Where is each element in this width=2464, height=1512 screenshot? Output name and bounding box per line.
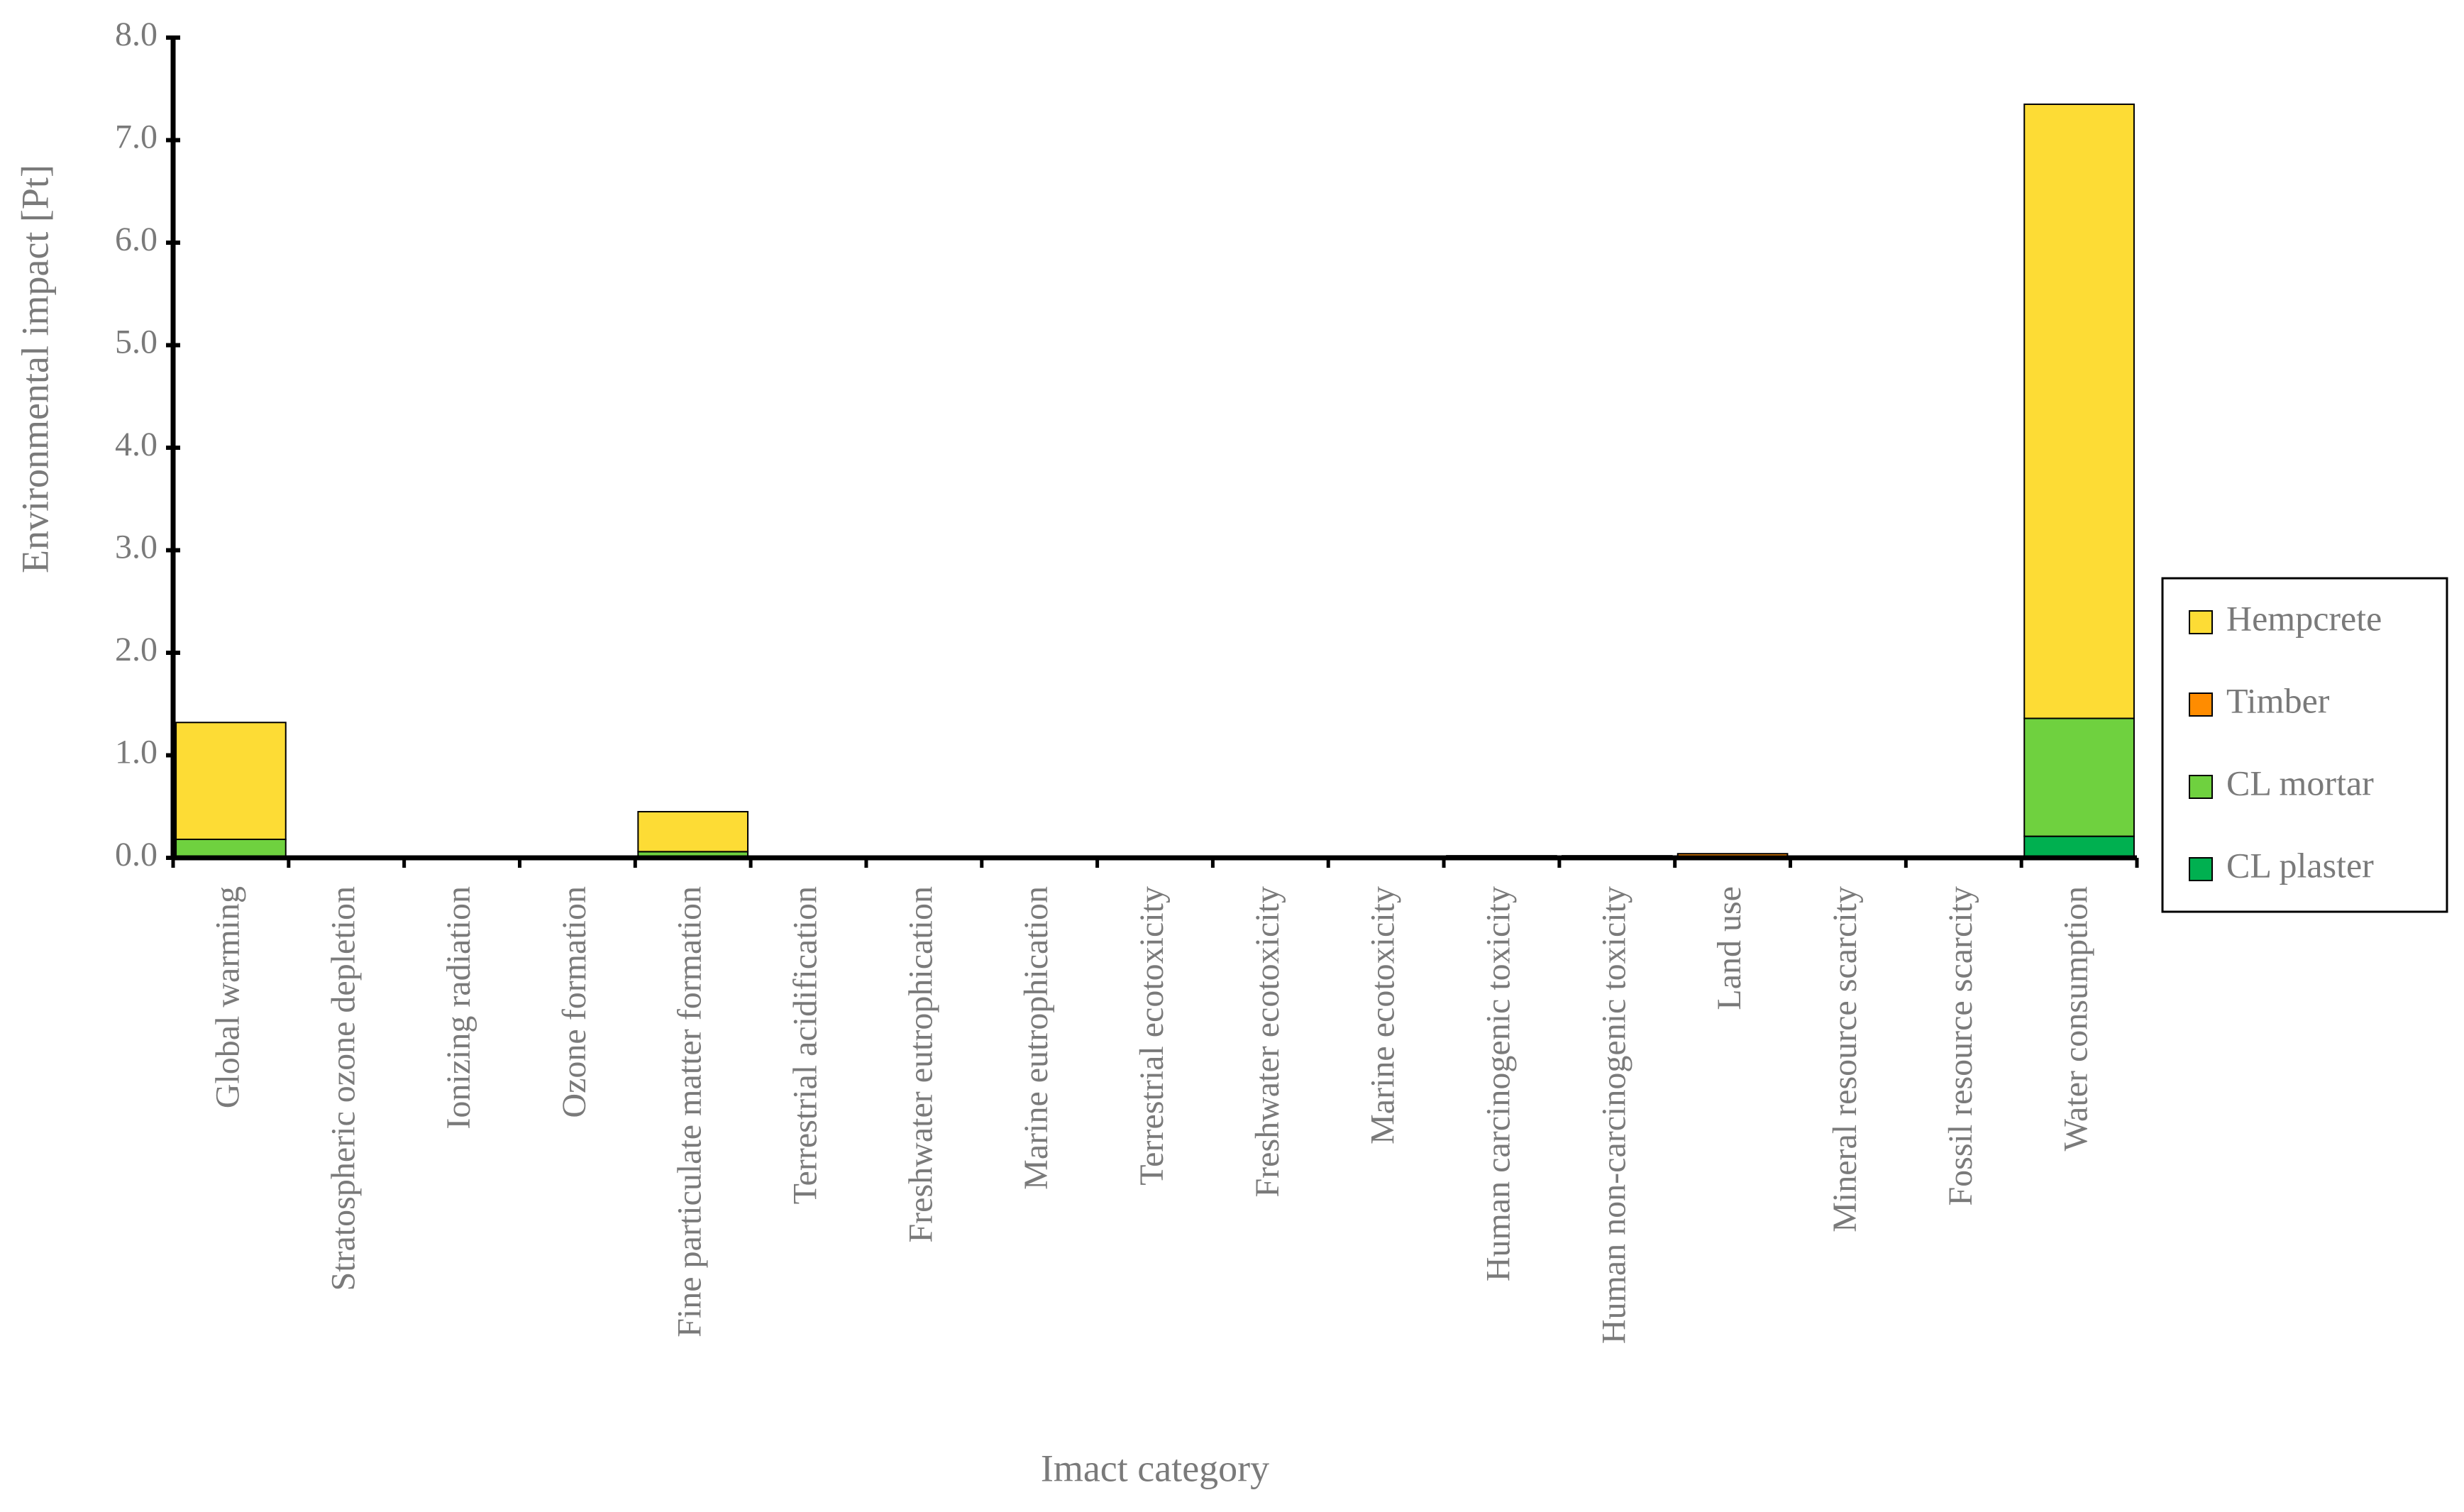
x-tick-label: Ozone formation: [556, 886, 593, 1118]
y-tick-label: 3.0: [115, 529, 158, 566]
y-tick-label: 6.0: [115, 221, 158, 258]
y-axis-title: Environmental impact [Pt]: [13, 165, 56, 573]
legend-swatch: [2189, 692, 2213, 717]
legend-label: CL mortar: [2226, 763, 2374, 802]
legend-label: Timber: [2226, 680, 2330, 720]
bar-segment: [2023, 835, 2135, 859]
bar-segment: [2023, 103, 2135, 719]
x-tick-label: Freshwater ecotoxicity: [1249, 886, 1286, 1198]
legend-swatch: [2189, 610, 2213, 634]
x-tick-label: Marine eutrophication: [1017, 886, 1055, 1190]
x-tick-label: Fossil resource scarcity: [1942, 886, 1979, 1206]
x-tick-label: Stratospheric ozone depletion: [324, 886, 362, 1291]
y-tick-label: 1.0: [115, 734, 158, 771]
y-tick-label: 8.0: [115, 16, 158, 53]
legend-label: Hempcrete: [2226, 598, 2382, 638]
x-tick-label: Mineral resource scarcity: [1826, 886, 1864, 1232]
x-tick-label: Human non-carcinogenic toxicity: [1595, 886, 1632, 1344]
x-tick-label: Terrestrial ecotoxicity: [1133, 886, 1171, 1186]
y-tick-label: 2.0: [115, 631, 158, 668]
x-tick-label: Marine ecotoxicity: [1364, 886, 1402, 1144]
legend-swatch: [2189, 775, 2213, 799]
x-tick-label: Terrestrial acidification: [787, 886, 824, 1204]
y-tick-label: 4.0: [115, 426, 158, 463]
bar-segment: [175, 722, 287, 840]
x-axis-title: Imact category: [1041, 1447, 1269, 1489]
x-tick-label: Freshwater eutrophication: [902, 886, 939, 1243]
y-tick-label: 0.0: [115, 836, 158, 873]
y-tick-label: 5.0: [115, 324, 158, 361]
y-tick-label: 7.0: [115, 118, 158, 156]
bar-segment: [2023, 717, 2135, 837]
x-tick-label: Human carcinogenic toxicity: [1479, 886, 1517, 1281]
x-tick-label: Global warming: [209, 886, 246, 1108]
x-tick-label: Ionizing radiation: [440, 886, 477, 1130]
legend-swatch: [2189, 857, 2213, 881]
bar-segment: [637, 810, 749, 853]
x-tick-label: Water consumption: [2057, 886, 2095, 1151]
bar-segment: [175, 838, 287, 858]
x-tick-label: Fine particulate matter formation: [671, 886, 709, 1337]
x-tick-label: Land use: [1711, 886, 1748, 1010]
legend-label: CL plaster: [2226, 845, 2374, 885]
